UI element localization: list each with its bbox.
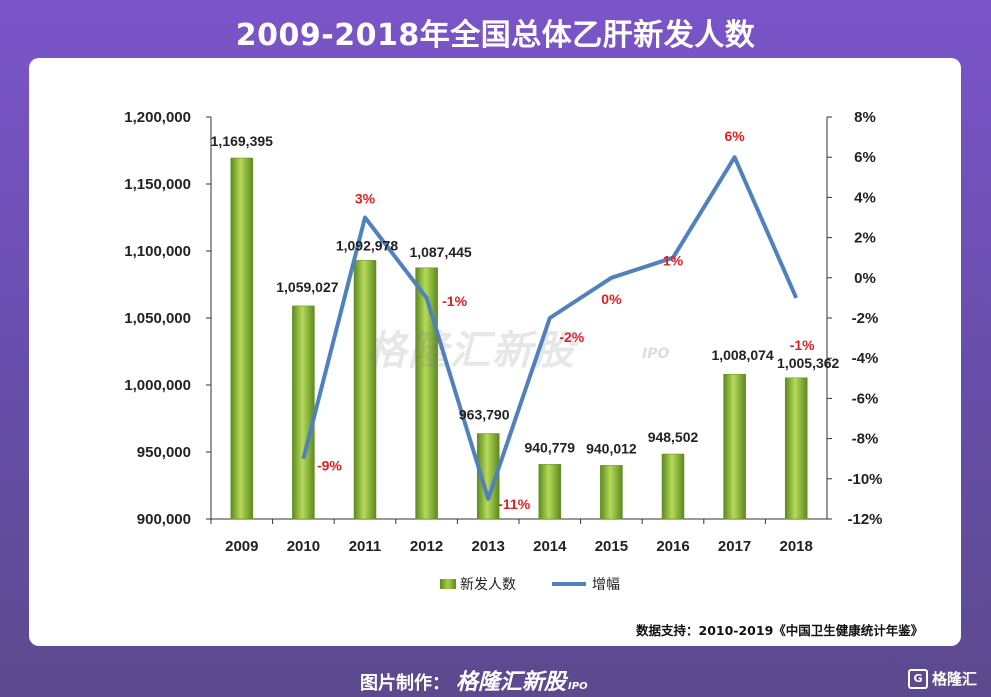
bar-value-label: 1,169,395 [211, 133, 273, 149]
bar [353, 260, 377, 520]
y-left-tick-label: 1,200,000 [124, 109, 191, 126]
footer-credit-label: 图片制作： [360, 673, 450, 694]
footer-brand: 格隆汇新股 [456, 670, 567, 695]
bar [538, 464, 562, 520]
y-left-tick-label: 1,050,000 [124, 310, 191, 327]
bar [230, 157, 254, 520]
bar [661, 453, 685, 520]
bar-value-label: 1,092,978 [336, 237, 398, 253]
x-tick-label: 2015 [595, 538, 628, 555]
footer-credit: 图片制作： 格隆汇新股 IPO [360, 664, 588, 696]
pct-value-label: -1% [442, 293, 467, 309]
bar-value-label: 1,008,074 [711, 347, 773, 363]
chart-card [29, 58, 961, 646]
growth-line [301, 155, 799, 501]
legend: 新发人数 增幅 [440, 574, 620, 594]
y-right-tick-label: -12% [847, 511, 882, 528]
x-tick-label: 2009 [225, 538, 258, 555]
watermark: 格隆汇新股 [366, 328, 576, 374]
pct-value-label: 1% [663, 253, 684, 269]
logo-icon: G [907, 668, 928, 689]
pct-value-label: -1% [790, 337, 815, 353]
x-tick-label: 2012 [410, 538, 443, 555]
bar [292, 305, 315, 520]
bar-value-label: 940,779 [524, 439, 575, 455]
bar-value-label: 1,005,362 [777, 355, 839, 371]
x-tick-label: 2017 [718, 538, 751, 555]
legend-line-label: 增幅 [592, 576, 620, 592]
x-tick-label: 2010 [287, 538, 320, 555]
y-right-tick-label: 6% [854, 149, 876, 166]
x-tick-label: 2013 [472, 538, 505, 555]
page-title: 2009-2018年全国总体乙肝新发人数 [235, 18, 756, 53]
bar [415, 267, 438, 520]
bar [723, 373, 746, 520]
y-left-tick-label: 1,000,000 [124, 377, 191, 394]
y-left-tick-label: 900,000 [137, 511, 191, 528]
y-left-tick-label: 950,000 [137, 444, 191, 461]
y-right-tick-label: -4% [852, 350, 879, 367]
bar [784, 377, 808, 520]
pct-value-label: 3% [355, 191, 376, 207]
line-series [301, 155, 799, 501]
x-tick-label: 2011 [349, 538, 382, 555]
x-tick-label: 2018 [780, 538, 813, 555]
bar [600, 465, 623, 520]
bar-value-label: 1,059,027 [276, 279, 338, 295]
footer-ipo: IPO [568, 681, 588, 692]
corner-logo-text: 格隆汇 [931, 670, 977, 688]
corner-logo: G 格隆汇 [907, 668, 977, 689]
y-right-tick-label: -2% [852, 310, 879, 327]
y-right-tick-label: 2% [854, 230, 876, 247]
y-right-tick-label: 8% [854, 109, 876, 126]
x-tick-label: 2014 [533, 538, 567, 555]
legend-bar-swatch [440, 579, 456, 589]
y-right-tick-label: -6% [852, 390, 879, 407]
chart-axes: 900,000 950,000 1,000,000 1,050,000 1,100,00… [124, 109, 882, 555]
y-right-tick-label: -10% [847, 471, 882, 488]
source-note: 数据支持：2010-2019《中国卫生健康统计年鉴》 [636, 623, 924, 638]
bar [476, 433, 500, 520]
y-left-tick-label: 1,150,000 [124, 176, 191, 193]
y-right-tick-label: -8% [852, 431, 879, 448]
bar-value-label: 948,502 [648, 429, 699, 445]
watermark-sub: IPO [642, 346, 670, 362]
bar-value-label: 1,087,445 [409, 244, 471, 260]
y-right-tick-label: 0% [854, 270, 876, 287]
bar-value-label: 963,790 [459, 407, 510, 423]
x-tick-label: 2016 [656, 538, 689, 555]
y-left-tick-label: 1,100,000 [124, 243, 191, 260]
y-right-tick-label: 4% [854, 189, 876, 206]
pct-value-label: -2% [559, 329, 584, 345]
legend-bar-label: 新发人数 [460, 576, 516, 592]
pct-value-label: 0% [601, 291, 622, 307]
bar-series [230, 157, 808, 520]
data-labels: 1,169,395 1,059,027 1,092,978 1,087,445 963,… [211, 128, 840, 512]
pct-value-label: 6% [724, 128, 745, 144]
bar-value-label: 940,012 [586, 440, 637, 456]
pct-value-label: -9% [317, 458, 342, 474]
pct-value-label: -11% [498, 496, 530, 512]
legend-line-swatch [552, 582, 586, 586]
